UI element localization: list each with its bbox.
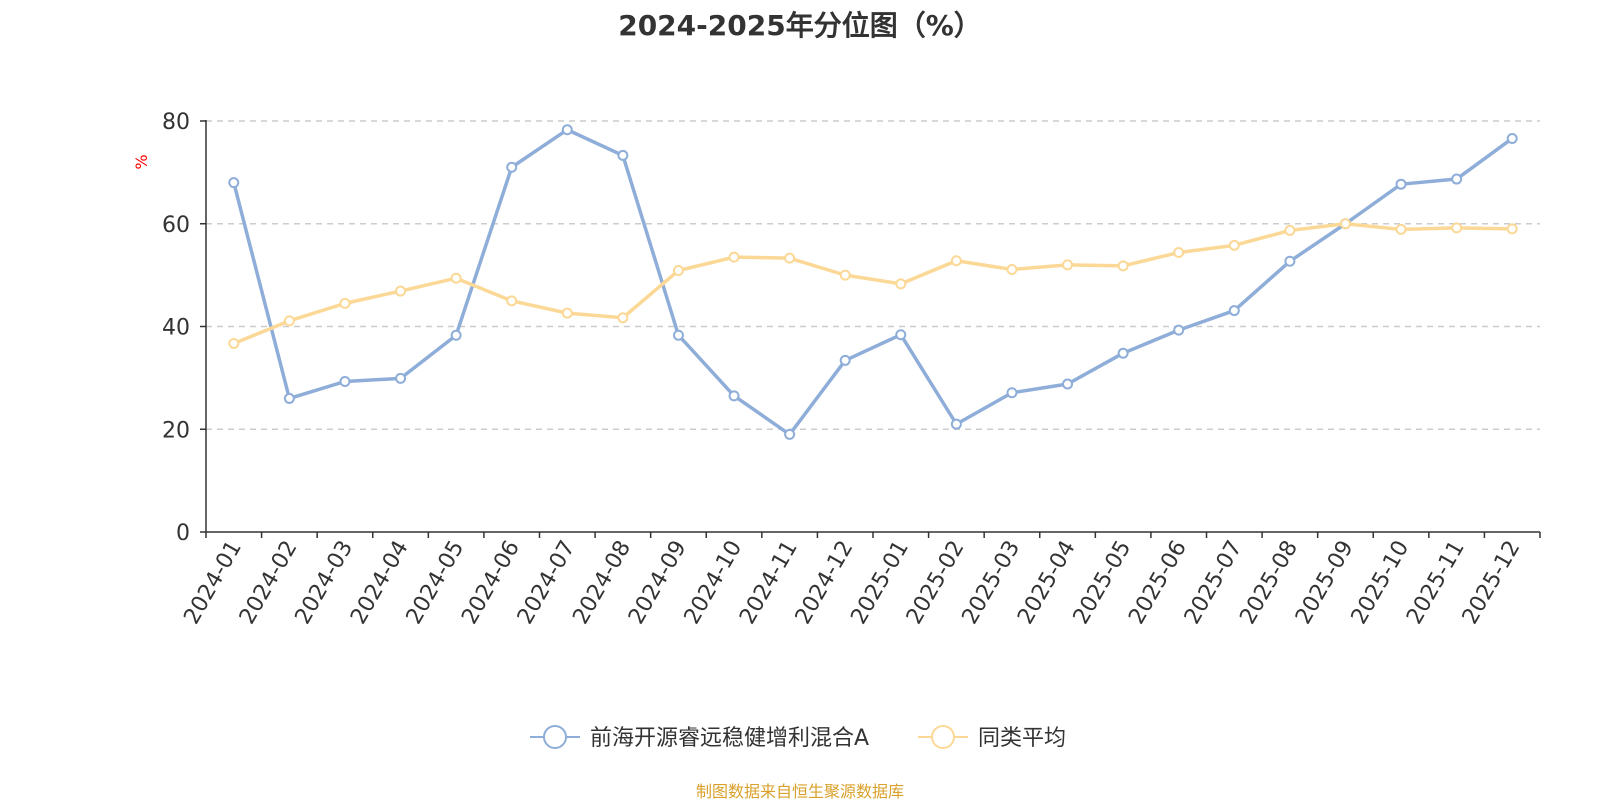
data-point[interactable] — [1006, 263, 1018, 275]
data-point[interactable] — [728, 390, 740, 402]
legend-item[interactable]: 前海开源睿远稳健增利混合A — [530, 725, 869, 751]
data-point[interactable] — [784, 252, 796, 264]
data-point[interactable] — [617, 312, 629, 324]
series-line — [232, 127, 1514, 437]
data-point[interactable] — [228, 177, 240, 189]
data-point[interactable] — [784, 428, 796, 440]
data-point[interactable] — [950, 255, 962, 267]
source-note: 制图数据来自恒生聚源数据库 — [695, 782, 904, 801]
data-point[interactable] — [506, 295, 518, 307]
data-point[interactable] — [339, 297, 351, 309]
legend-label: 同类平均 — [978, 726, 1066, 751]
data-point[interactable] — [1284, 224, 1296, 236]
data-point[interactable] — [1506, 223, 1518, 235]
y-tick-label: 60 — [162, 213, 190, 238]
data-point[interactable] — [895, 278, 907, 290]
chart-title: 2024-2025年分位图（%） — [618, 9, 982, 42]
data-point[interactable] — [617, 149, 629, 161]
data-point[interactable] — [1173, 247, 1185, 259]
data-point[interactable] — [1284, 255, 1296, 267]
legend-item[interactable]: 同类平均 — [918, 725, 1066, 751]
data-point[interactable] — [228, 337, 240, 349]
data-point[interactable] — [395, 372, 407, 384]
y-tick-label: 20 — [162, 418, 190, 443]
y-tick-label: 0 — [176, 521, 190, 546]
data-point[interactable] — [1506, 132, 1518, 144]
data-point[interactable] — [1228, 305, 1240, 317]
data-point[interactable] — [283, 392, 295, 404]
data-point[interactable] — [1006, 387, 1018, 399]
legend-marker-icon — [931, 725, 955, 749]
series-layer — [228, 124, 1518, 440]
data-point[interactable] — [950, 418, 962, 430]
data-point[interactable] — [1451, 222, 1463, 234]
data-point[interactable] — [1451, 173, 1463, 185]
y-axis-label: % — [132, 154, 151, 169]
axes: 020406080%2024-012024-022024-032024-0420… — [132, 110, 1541, 629]
data-point[interactable] — [839, 269, 851, 281]
data-point[interactable] — [395, 285, 407, 297]
data-point[interactable] — [339, 375, 351, 387]
legend-label: 前海开源睿远稳健增利混合A — [590, 726, 869, 751]
series-0 — [228, 124, 1518, 440]
legend-marker-icon — [543, 725, 567, 749]
data-point[interactable] — [895, 329, 907, 341]
data-point[interactable] — [450, 329, 462, 341]
data-point[interactable] — [672, 329, 684, 341]
data-point[interactable] — [672, 265, 684, 277]
series-1 — [228, 218, 1518, 349]
data-point[interactable] — [839, 354, 851, 366]
data-point[interactable] — [506, 161, 518, 173]
data-point[interactable] — [1228, 239, 1240, 251]
data-point[interactable] — [561, 307, 573, 319]
grid-lines — [206, 120, 1540, 430]
data-point[interactable] — [1339, 218, 1351, 230]
y-tick-label: 80 — [162, 110, 190, 135]
data-point[interactable] — [1062, 378, 1074, 390]
legend[interactable]: 前海开源睿远稳健增利混合A 同类平均 — [530, 725, 1066, 751]
data-point[interactable] — [1173, 324, 1185, 336]
data-point[interactable] — [1062, 259, 1074, 271]
data-point[interactable] — [1117, 347, 1129, 359]
data-point[interactable] — [450, 272, 462, 284]
series-line — [233, 222, 1513, 346]
data-point[interactable] — [1395, 223, 1407, 235]
y-tick-label: 40 — [162, 316, 190, 341]
data-point[interactable] — [1395, 178, 1407, 190]
data-point[interactable] — [283, 315, 295, 327]
data-point[interactable] — [728, 251, 740, 263]
data-point[interactable] — [561, 124, 573, 136]
data-point[interactable] — [1117, 260, 1129, 272]
